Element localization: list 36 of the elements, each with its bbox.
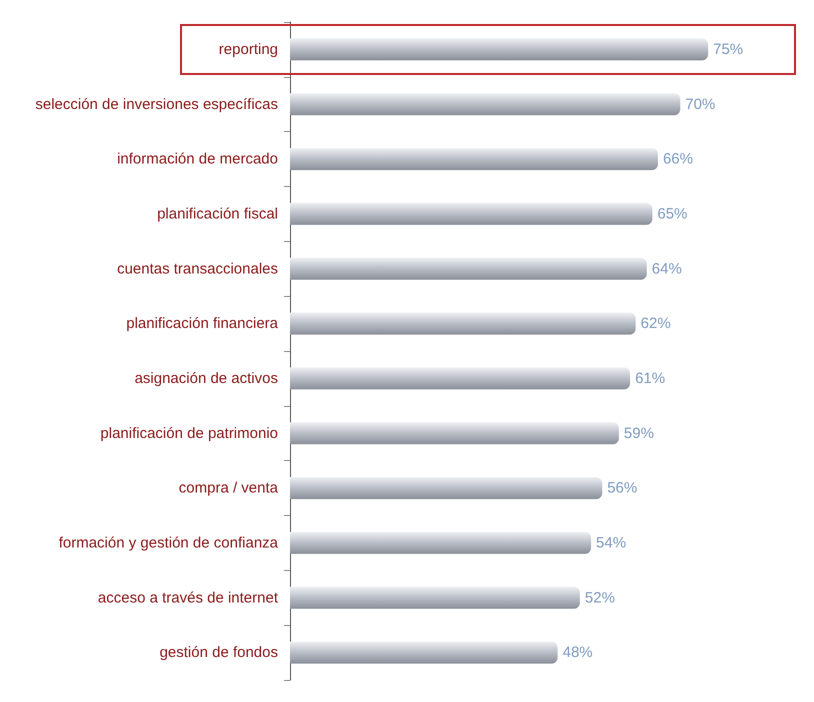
bar [290,586,580,609]
y-tick-label: planificación financiera [126,315,279,332]
data-label: 65% [657,205,688,222]
bar [290,148,658,170]
y-tick-label: formación y gestión de confianza [58,534,279,552]
data-label: 59% [624,424,654,442]
bar [290,477,602,500]
bar [290,202,652,225]
y-tick-label: selección de inversiones específicas [35,96,278,113]
data-label: 62% [640,315,671,332]
y-tick-label: información de mercado [117,150,278,168]
bar [290,532,592,554]
bar [290,38,708,60]
data-label: 75% [713,40,744,58]
data-label: 52% [584,589,615,606]
bar [290,258,647,280]
y-tick-label: gestión de fondos [160,644,278,662]
y-tick-label: acceso a través de internet [98,589,279,606]
y-tick-label: reporting [218,40,278,58]
data-label: 48% [562,644,593,662]
data-label: 70% [685,96,716,113]
data-label: 64% [652,260,682,278]
bar [290,422,619,444]
y-tick-label: asignación de activos [134,370,278,387]
data-label: 66% [662,150,693,168]
data-label: 61% [635,370,666,387]
y-tick-label: planificación de patrimonio [100,424,278,442]
bar [290,312,636,335]
data-label: 56% [607,480,638,497]
bar [290,93,680,116]
y-tick-label: compra / venta [178,480,279,497]
y-tick-label: cuentas transaccionales [117,260,278,278]
bar [290,367,630,390]
y-tick-label: planificación fiscal [157,205,278,222]
data-label: 54% [596,534,626,552]
bar [290,642,558,664]
